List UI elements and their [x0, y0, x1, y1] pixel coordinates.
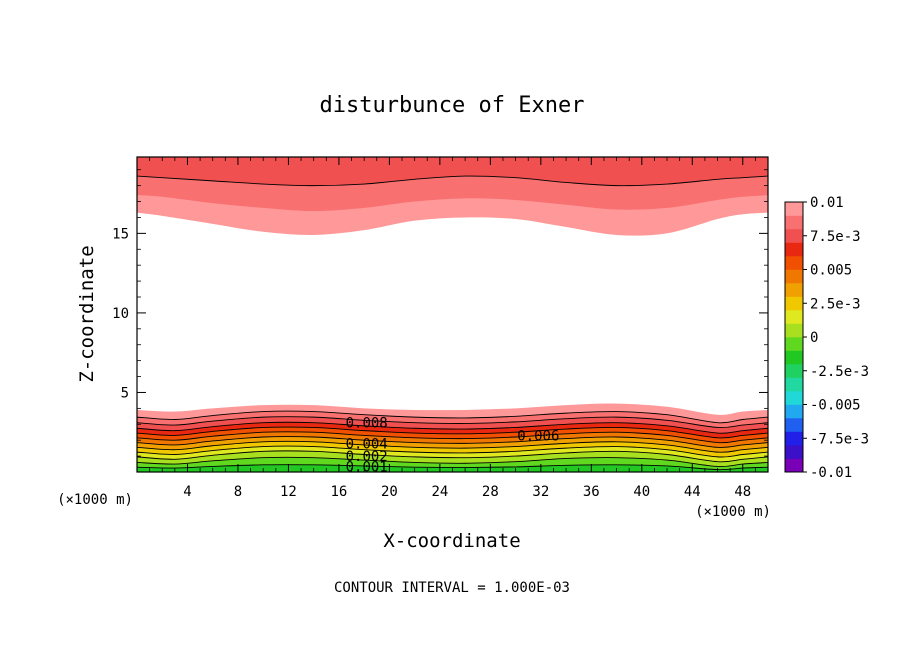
- colorbar-label-3: 2.5e-3: [810, 296, 861, 312]
- colorbar-label-0: 0.01: [810, 195, 844, 211]
- y-tick-label-5: 5: [121, 385, 129, 401]
- contour-line-bottom-2: [136, 416, 769, 429]
- colorbar-label-1: 7.5e-3: [810, 229, 861, 245]
- x-tick-label-4: 4: [183, 484, 191, 500]
- contour-lines: [136, 175, 769, 471]
- contour-label-2: 0.004: [346, 436, 388, 452]
- contour-line-bottom-8: [136, 445, 769, 458]
- contour-line-bottom-9: [136, 450, 769, 463]
- colorbar-label-8: -0.01: [810, 465, 852, 481]
- plot-fills: [137, 157, 768, 472]
- colorbar: 0.01 7.5e-3 0.005 2.5e-3 0 -2.5e-3 -0.005 -7.5e…: [784, 195, 869, 481]
- colorbar-label-7: -7.5e-3: [810, 431, 869, 447]
- x-tick-label-36: 36: [583, 484, 600, 500]
- chart-title: disturbunce of Exner: [320, 93, 585, 118]
- colorbar-segment-18: [785, 215, 803, 230]
- contour-line-bottom-10: [136, 456, 769, 467]
- x-tick-label-12: 12: [280, 484, 297, 500]
- contour-line-bottom-7: [136, 440, 769, 453]
- x-tick-label-24: 24: [431, 484, 448, 500]
- x-tick-label-8: 8: [234, 484, 242, 500]
- contour-interval-note: CONTOUR INTERVAL = 1.000E-03: [334, 580, 570, 596]
- contour-line-bottom-1: [136, 410, 769, 424]
- contour-label-4: 0.001: [346, 459, 388, 475]
- colorbar-segment-6: [785, 377, 803, 392]
- colorbar-label-6: -0.005: [810, 398, 861, 414]
- x-axis-label: X-coordinate: [383, 530, 520, 552]
- x-tick-label-16: 16: [330, 484, 347, 500]
- contour-line-top-2: [136, 175, 769, 187]
- colorbar-segment-8: [785, 350, 803, 365]
- colorbar-segment-12: [785, 296, 803, 311]
- colorbar-label-2: 0.005: [810, 263, 852, 279]
- contour-line-bottom-3: [136, 421, 769, 434]
- colorbar-segment-5: [785, 391, 803, 405]
- colorbar-segment-14: [785, 269, 803, 284]
- contour-label-0: 0.008: [346, 416, 388, 432]
- top-band-2: [137, 157, 768, 186]
- contour-line-bottom-6: [136, 436, 769, 448]
- colorbar-segment-15: [785, 256, 803, 270]
- y-tick-label-15: 15: [112, 226, 129, 242]
- contour-label-1: 0.006: [517, 428, 559, 444]
- contour-label-3: 0.002: [346, 449, 388, 465]
- colorbar-segment-9: [785, 337, 803, 351]
- colorbar-segment-19: [785, 202, 803, 216]
- colorbar-segment-11: [785, 310, 803, 324]
- contour-line-bottom-4: [136, 426, 769, 439]
- x-tick-label-40: 40: [633, 484, 650, 500]
- y-ticks: 5 10 15: [112, 169, 768, 457]
- colorbar-segment-0: [785, 458, 803, 473]
- colorbar-segment-1: [785, 445, 803, 459]
- colorbar-segment-7: [785, 364, 803, 378]
- colorbar-segment-2: [785, 431, 803, 446]
- colorbar-segment-17: [785, 229, 803, 243]
- colorbar-label-5: -2.5e-3: [810, 364, 869, 380]
- x-tick-label-20: 20: [381, 484, 398, 500]
- x-tick-label-32: 32: [532, 484, 549, 500]
- colorbar-segment-16: [785, 242, 803, 257]
- colorbar-segment-3: [785, 418, 803, 432]
- contour-line-bottom-5: [136, 431, 769, 444]
- x-tick-label-48: 48: [734, 484, 751, 500]
- x-unit-left: (×1000 m): [57, 492, 133, 508]
- x-ticks: 4 8 12 16 20 24 28 32 36 40 44 48: [149, 157, 756, 500]
- colorbar-segment-10: [785, 323, 803, 338]
- colorbar-label-4: 0: [810, 330, 818, 346]
- x-tick-label-44: 44: [684, 484, 701, 500]
- y-axis-label: Z-coordinate: [76, 245, 98, 382]
- x-unit-right: (×1000 m): [695, 504, 771, 520]
- colorbar-segment-4: [785, 404, 803, 419]
- x-tick-label-28: 28: [482, 484, 499, 500]
- y-tick-label-10: 10: [112, 306, 129, 322]
- colorbar-segment-13: [785, 283, 803, 297]
